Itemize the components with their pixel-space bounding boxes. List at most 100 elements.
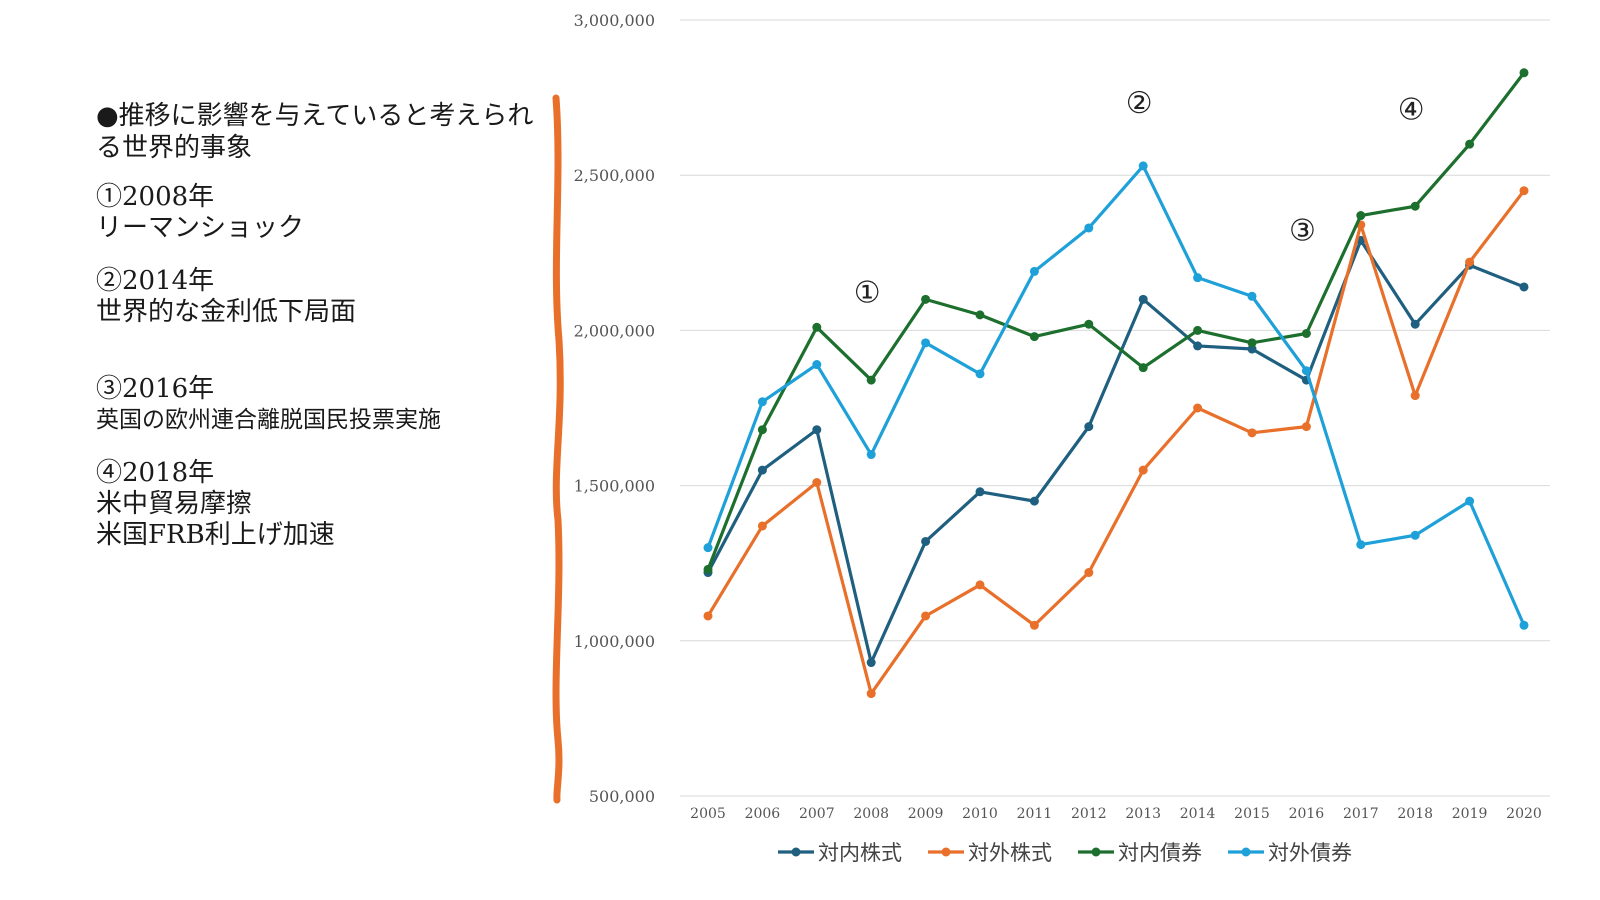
legend-swatch-marker	[1241, 847, 1251, 857]
curly-brace-decoration	[552, 94, 564, 804]
event-label: ①2008年	[96, 182, 215, 212]
series-対内株式	[703, 235, 1529, 668]
event-label: ④2018年	[96, 458, 215, 488]
x-tick-label: 2020	[1506, 806, 1542, 822]
data-point	[975, 580, 985, 590]
data-point	[812, 425, 822, 435]
data-point	[812, 322, 822, 332]
data-point	[1519, 186, 1529, 196]
data-point	[1193, 325, 1203, 335]
x-tick-label: 2019	[1452, 806, 1488, 822]
x-tick-label: 2018	[1397, 806, 1433, 822]
data-point	[975, 310, 985, 320]
data-point	[1084, 319, 1094, 329]
data-point	[975, 487, 985, 497]
event-item: ①2008年 リーマンショック	[96, 182, 536, 244]
data-point	[1247, 291, 1257, 301]
data-point	[1029, 496, 1039, 506]
y-tick-label: 2,000,000	[574, 321, 655, 340]
event-description: 世界的な金利低下局面	[96, 297, 357, 327]
event-label: ③2016年	[96, 374, 215, 404]
event-description: リーマンショック	[96, 213, 305, 243]
legend-swatch-marker	[941, 847, 951, 857]
event-marker-annotation: ②	[1126, 86, 1153, 121]
data-point	[1410, 530, 1420, 540]
data-point	[1410, 391, 1420, 401]
event-description: 英国の欧州連合離脱国民投票実施	[96, 407, 441, 433]
data-point	[1465, 257, 1475, 267]
series-line	[706, 71, 1526, 570]
event-item: ④2018年 米中貿易摩擦 米国FRB利上げ加速	[96, 458, 536, 551]
x-tick-label: 2015	[1234, 806, 1270, 822]
data-point	[921, 611, 931, 621]
events-heading: ●推移に影響を与えていると考えられる世界的事象	[96, 101, 534, 163]
data-point	[921, 338, 931, 348]
y-tick-label: 1,500,000	[574, 477, 655, 496]
data-point	[1356, 540, 1366, 550]
data-point	[812, 360, 822, 370]
series-line	[706, 164, 1526, 626]
event-description: 米中貿易摩擦	[96, 489, 253, 519]
data-point	[1519, 620, 1529, 630]
event-marker-annotation: ①	[854, 275, 881, 310]
events-panel: ●推移に影響を与えていると考えられる世界的事象 ①2008年 リーマンショック …	[96, 100, 536, 573]
data-point	[1029, 266, 1039, 276]
data-point	[921, 536, 931, 546]
y-tick-label: 1,000,000	[574, 632, 655, 651]
y-tick-label: 2,500,000	[574, 166, 655, 185]
legend-label: 対外債券	[1268, 841, 1352, 865]
data-point	[1084, 223, 1094, 233]
legend-entry: 対外債券	[1228, 841, 1352, 865]
event-item: ③2016年 英国の欧州連合離脱国民投票実施	[96, 374, 536, 436]
data-point	[1465, 496, 1475, 506]
data-point	[757, 397, 767, 407]
data-point	[1029, 332, 1039, 342]
data-point	[866, 450, 876, 460]
data-point	[1084, 568, 1094, 578]
x-tick-label: 2011	[1017, 806, 1053, 822]
data-point	[1301, 329, 1311, 339]
data-point	[1301, 422, 1311, 432]
data-point	[703, 611, 713, 621]
x-tick-label: 2013	[1125, 806, 1161, 822]
x-tick-label: 2006	[745, 806, 781, 822]
legend-swatch-marker	[1091, 847, 1101, 857]
data-point	[866, 658, 876, 668]
x-tick-label: 2016	[1289, 806, 1325, 822]
legend-entry: 対外株式	[928, 841, 1052, 865]
series-対外債券	[703, 161, 1529, 630]
series-対内債券	[703, 68, 1529, 574]
data-point	[1247, 338, 1257, 348]
x-tick-label: 2008	[853, 806, 889, 822]
x-tick-label: 2014	[1180, 806, 1216, 822]
data-point	[1138, 161, 1148, 171]
data-point	[1084, 422, 1094, 432]
event-item: ②2014年 世界的な金利低下局面	[96, 266, 536, 328]
data-point	[1193, 273, 1203, 283]
legend-label: 対外株式	[968, 841, 1052, 865]
series-line	[706, 238, 1525, 665]
data-point	[1029, 620, 1039, 630]
data-point	[1519, 68, 1529, 78]
legend-label: 対内債券	[1118, 841, 1202, 865]
x-tick-label: 2009	[908, 806, 944, 822]
data-point	[975, 369, 985, 379]
legend-label: 対内株式	[818, 841, 902, 865]
series-line	[706, 189, 1526, 696]
data-point	[1247, 428, 1257, 438]
data-point	[1193, 403, 1203, 413]
data-point	[757, 465, 767, 475]
legend-swatch-marker	[791, 847, 801, 857]
data-point	[703, 564, 713, 574]
data-point	[1138, 363, 1148, 373]
y-tick-label: 500,000	[589, 787, 655, 806]
x-tick-label: 2007	[799, 806, 835, 822]
x-tick-label: 2017	[1343, 806, 1379, 822]
data-point	[866, 375, 876, 385]
data-point	[1356, 211, 1366, 221]
data-point	[1247, 344, 1257, 354]
y-tick-label: 3,000,000	[574, 11, 655, 30]
data-point	[1138, 294, 1148, 304]
series-対外株式	[703, 186, 1529, 699]
